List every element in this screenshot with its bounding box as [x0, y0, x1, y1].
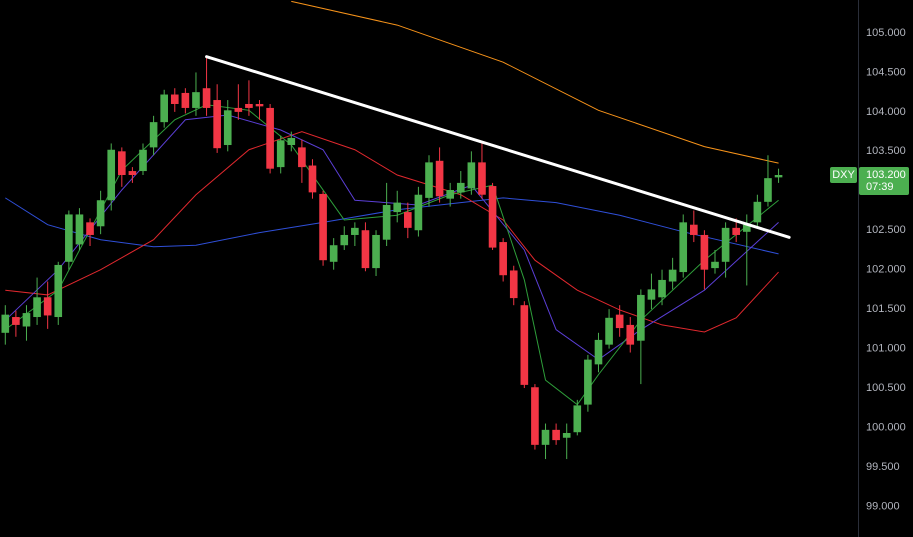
- y-tick-label: 102.000: [866, 264, 906, 276]
- candle-body: [160, 94, 168, 123]
- candle-body: [658, 279, 666, 298]
- candle-body: [319, 193, 327, 261]
- candle-body: [753, 201, 762, 223]
- price-badge: [859, 167, 909, 196]
- candle-body: [509, 270, 518, 299]
- candle-body: [234, 107, 243, 112]
- candle-body: [552, 429, 560, 441]
- candle-body: [287, 137, 296, 146]
- moving-average: [5, 197, 779, 255]
- candle-body: [54, 264, 63, 318]
- countdown-label: 07:39: [866, 181, 894, 193]
- candle-body: [478, 162, 486, 195]
- candle-body: [774, 175, 783, 178]
- y-tick-label: 102.500: [866, 224, 906, 236]
- candle-body: [721, 227, 730, 262]
- candle-body: [626, 324, 635, 345]
- candle-body: [86, 222, 94, 235]
- candle-body: [1, 314, 10, 333]
- candle-body: [573, 405, 582, 433]
- candle-body: [531, 387, 539, 445]
- candle-body: [456, 182, 465, 193]
- candle-body: [340, 234, 349, 246]
- candle-body: [43, 297, 52, 316]
- y-tick-label: 101.000: [866, 342, 906, 354]
- y-tick-label: 104.000: [866, 106, 906, 118]
- candle-body: [732, 227, 740, 235]
- candle-body: [202, 88, 211, 108]
- trendline: [205, 55, 791, 239]
- candle-body: [329, 245, 338, 262]
- candle-body: [541, 429, 550, 445]
- candle-body: [96, 200, 105, 227]
- y-tick-label: 99.000: [866, 500, 900, 512]
- y-tick-label: 104.500: [866, 66, 906, 78]
- candle-body: [139, 149, 147, 172]
- candle-body: [764, 178, 772, 202]
- candle-body: [65, 214, 73, 262]
- candle-body: [192, 92, 200, 108]
- candle-body: [488, 186, 497, 248]
- candle-body: [594, 339, 603, 365]
- candle-body: [584, 359, 592, 405]
- candle-body: [255, 103, 264, 107]
- candle-body: [128, 171, 137, 176]
- candle-body: [308, 165, 317, 193]
- candle-body: [22, 313, 31, 327]
- price-label: 103.200: [866, 169, 906, 181]
- candle-body: [118, 151, 126, 176]
- candle-body: [404, 212, 412, 228]
- candle-body: [107, 149, 116, 201]
- candle-body: [742, 224, 751, 232]
- candle-body: [446, 189, 454, 199]
- candle-body: [266, 107, 274, 169]
- candle-body: [425, 162, 433, 198]
- y-tick-label: 100.000: [866, 421, 906, 433]
- candle-body: [276, 140, 285, 168]
- symbol-label: DXY: [832, 169, 855, 181]
- candle-body: [647, 289, 656, 300]
- candle-body: [170, 94, 179, 104]
- candle-body: [711, 261, 719, 269]
- y-tick-label: 100.500: [866, 382, 906, 394]
- candle-body: [382, 204, 391, 240]
- candle-body: [668, 269, 677, 282]
- moving-average: [291, 0, 779, 164]
- candle-body: [637, 294, 645, 341]
- candle-body: [351, 227, 359, 235]
- y-tick-label: 99.500: [866, 461, 900, 473]
- candle-body: [372, 234, 380, 269]
- candle-body: [679, 222, 688, 273]
- candle-body: [467, 162, 476, 189]
- candle-body: [520, 305, 529, 385]
- candle-body: [12, 317, 20, 325]
- candle-body: [414, 194, 423, 231]
- candle-body: [213, 100, 221, 149]
- candle-body: [393, 202, 402, 213]
- candle-body: [605, 317, 613, 345]
- y-tick-label: 101.500: [866, 303, 906, 315]
- candle-body: [245, 103, 253, 108]
- candle-body: [181, 92, 190, 108]
- moving-average: [4, 104, 779, 406]
- candle-body: [223, 110, 232, 146]
- candle-body: [435, 160, 444, 197]
- candle-body: [615, 314, 624, 329]
- candle-body: [298, 147, 306, 168]
- candle-body: [149, 122, 158, 148]
- candle-body: [700, 234, 709, 270]
- y-tick-label: 105.000: [866, 27, 906, 39]
- candle-body: [562, 433, 571, 438]
- y-tick-label: 103.500: [866, 145, 906, 157]
- candle-body: [75, 214, 84, 245]
- candle-body: [690, 224, 698, 235]
- symbol-badge: [830, 167, 857, 184]
- candle-body: [33, 297, 41, 318]
- candle-body: [361, 230, 370, 269]
- candle-body: [499, 242, 507, 276]
